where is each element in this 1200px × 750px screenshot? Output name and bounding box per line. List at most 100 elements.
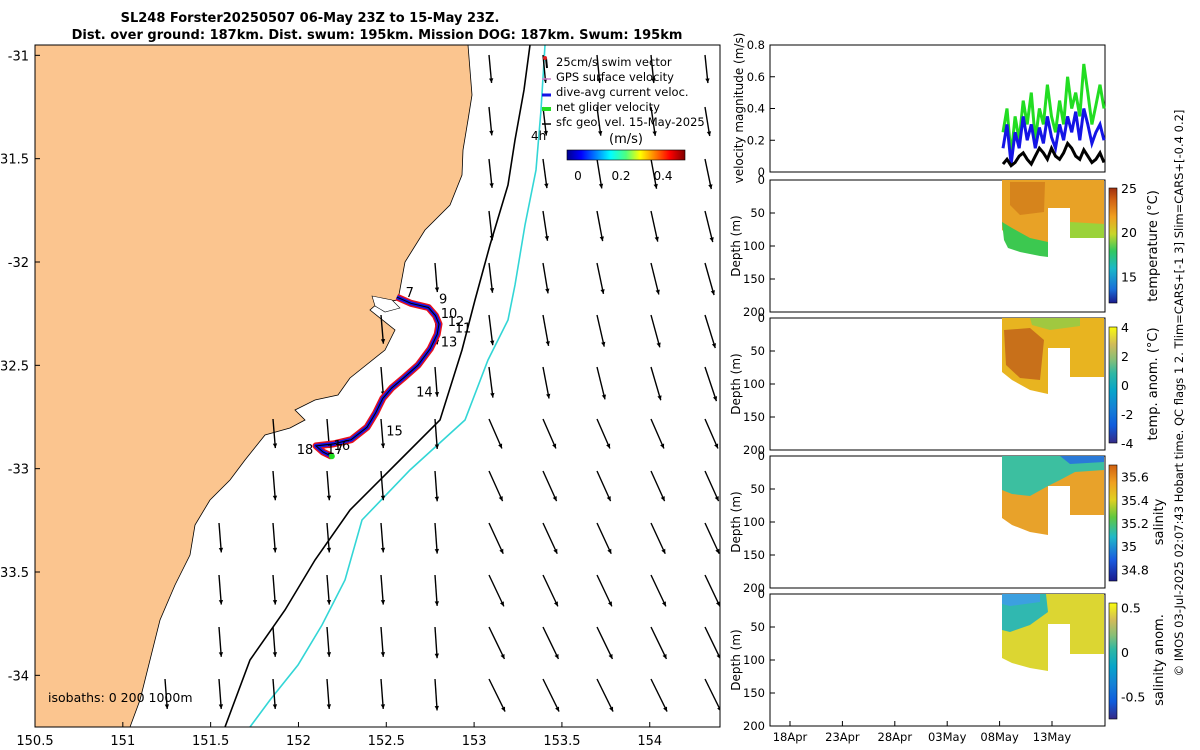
velocity-vector-head: [490, 392, 495, 398]
velocity-vector: [326, 522, 331, 553]
velocity-panel: 0 0.2 0.4 0.6 0.8 velocity magnitude (m/s): [732, 33, 1106, 183]
velocity-vector: [218, 678, 222, 709]
velocity-vector: [542, 314, 550, 347]
velocity-vector-head: [218, 599, 224, 605]
velocity-vector-head: [326, 652, 332, 657]
isobath-200: [224, 45, 531, 727]
depth-ytick-label: 200: [743, 305, 765, 319]
surface-velocity-vectors: [164, 54, 720, 712]
velocity-vector-head: [544, 235, 549, 241]
velocity-vector-head: [434, 392, 440, 397]
velocity-vector: [218, 626, 222, 657]
velocity-vector-head: [657, 395, 662, 401]
map-colorbar-label: (m/s): [609, 132, 643, 147]
velocity-vector: [704, 210, 714, 243]
map-colorbar-tick-2: 0.4: [653, 169, 672, 183]
velocity-vector: [272, 678, 276, 709]
track-day-label: 13: [441, 336, 458, 351]
colorbar-tick-label: 35.6: [1121, 470, 1149, 485]
salinity-anomaly-colorbar-label: salinity anom.: [1152, 614, 1167, 706]
temperature-panel: Depth (m) temperature (°C): [729, 179, 1161, 313]
velocity-vector-head: [654, 236, 659, 242]
velocity-vector-head: [499, 601, 504, 607]
velocity-vector: [650, 574, 667, 607]
map-xtick-label: 150.5: [16, 734, 53, 749]
velocity-vector: [650, 54, 655, 84]
figure-title-line1: SL248 Forster20250507 06-May 23Z to 15-M…: [121, 11, 500, 26]
velocity-vector-head: [489, 130, 494, 136]
colorbar-tick-label: 20: [1121, 225, 1137, 240]
velocity-vector: [272, 522, 277, 553]
velocity-vector-head: [272, 443, 278, 449]
colorbar-tick-label: 0.5: [1121, 600, 1141, 615]
map-xtick-label: 152: [286, 734, 311, 749]
map-colorbar: [566, 149, 686, 161]
velocity-vector-head: [660, 496, 665, 502]
track-day-label: 7: [406, 286, 414, 301]
temp-anomaly-panel: Depth (m) temp. anom. (°C): [729, 317, 1161, 451]
velocity-vector-head: [598, 183, 604, 189]
velocity-axis: 0 0.2 0.4 0.6 0.8: [747, 38, 775, 179]
depth-ytick-label: 50: [750, 344, 765, 358]
velocity-vector: [650, 106, 656, 136]
velocity-vector: [596, 574, 613, 607]
velocity-vector: [542, 470, 558, 502]
salinity-surface-fresh: [1002, 456, 1104, 496]
track-day-label: 12: [448, 315, 465, 330]
velocity-ytick-label: 0.4: [747, 102, 765, 116]
velocity-vector: [704, 574, 720, 607]
temperature-colorbar: [1108, 187, 1118, 304]
velocity-vector: [488, 106, 493, 136]
velocity-series: [1001, 63, 1106, 168]
velocity-vector-head: [546, 393, 551, 399]
velocity-vector: [380, 626, 384, 657]
velocity-vector-head: [714, 496, 719, 502]
velocity-vector-head: [326, 495, 332, 501]
velocity-vector: [542, 210, 549, 241]
map-xtick-label: 152.5: [368, 734, 405, 749]
velocity-vector: [380, 678, 384, 709]
velocity-vector-head: [272, 495, 278, 501]
velocity-vector-head: [660, 443, 665, 449]
velocity-vector: [704, 106, 711, 137]
velocity-vector-head: [543, 130, 548, 136]
velocity-vector: [164, 678, 168, 709]
velocity-vector: [326, 626, 330, 657]
velocity-vector-head: [272, 599, 278, 605]
depth-ytick-label: 0: [758, 449, 765, 463]
temp-anomaly-surface: [1030, 318, 1080, 330]
velocity-vector: [650, 262, 660, 295]
map-axes: 150.5 151 151.5 152 152.5 153 153.5 154 -31 -31.5…: [0, 49, 662, 749]
map-ytick-label: -31: [8, 49, 29, 64]
velocity-vector-head: [716, 654, 720, 659]
velocity-vector-head: [555, 706, 560, 712]
velocity-ytick-label: 0.6: [747, 70, 765, 84]
temperature-ylabel: Depth (m): [729, 215, 743, 276]
velocity-vector: [488, 210, 493, 241]
temperature-section-cool: [1002, 222, 1048, 257]
depth-ytick-label: 200: [743, 581, 765, 595]
velocity-vector-head: [599, 236, 604, 242]
velocity-series-dive: [1001, 108, 1106, 165]
velocity-vector-head: [489, 235, 494, 241]
map-colorbar-tick-1: 0.2: [611, 169, 630, 183]
velocity-vector: [488, 574, 505, 607]
velocity-vector: [650, 314, 661, 348]
velocity-vector: [434, 522, 438, 554]
velocity-vector: [434, 470, 438, 502]
colorbar-ticks: 15 20 25 -4 -2 0 2 4 34.8 35 35.2 35.4 35.6 -0.5 0 0.5: [1121, 181, 1149, 705]
colorbar-tick-label: -4: [1121, 436, 1134, 451]
velocity-vector-head: [717, 707, 720, 711]
legend-entry-net: net glider velocity: [556, 100, 660, 114]
velocity-vector: [704, 54, 709, 84]
depth-ytick-label: 200: [743, 719, 765, 733]
temperature-section-cool-right: [1070, 222, 1104, 238]
depth-ytick-label: 50: [750, 482, 765, 496]
velocity-vector: [326, 470, 331, 501]
depth-ytick-label: 0: [758, 173, 765, 187]
isobath-note: isobaths: 0 200 1000m: [48, 690, 193, 705]
velocity-vector: [542, 522, 558, 555]
velocity-vector-head: [552, 496, 557, 502]
velocity-vector-head: [380, 599, 386, 605]
velocity-vector-head: [705, 78, 710, 84]
